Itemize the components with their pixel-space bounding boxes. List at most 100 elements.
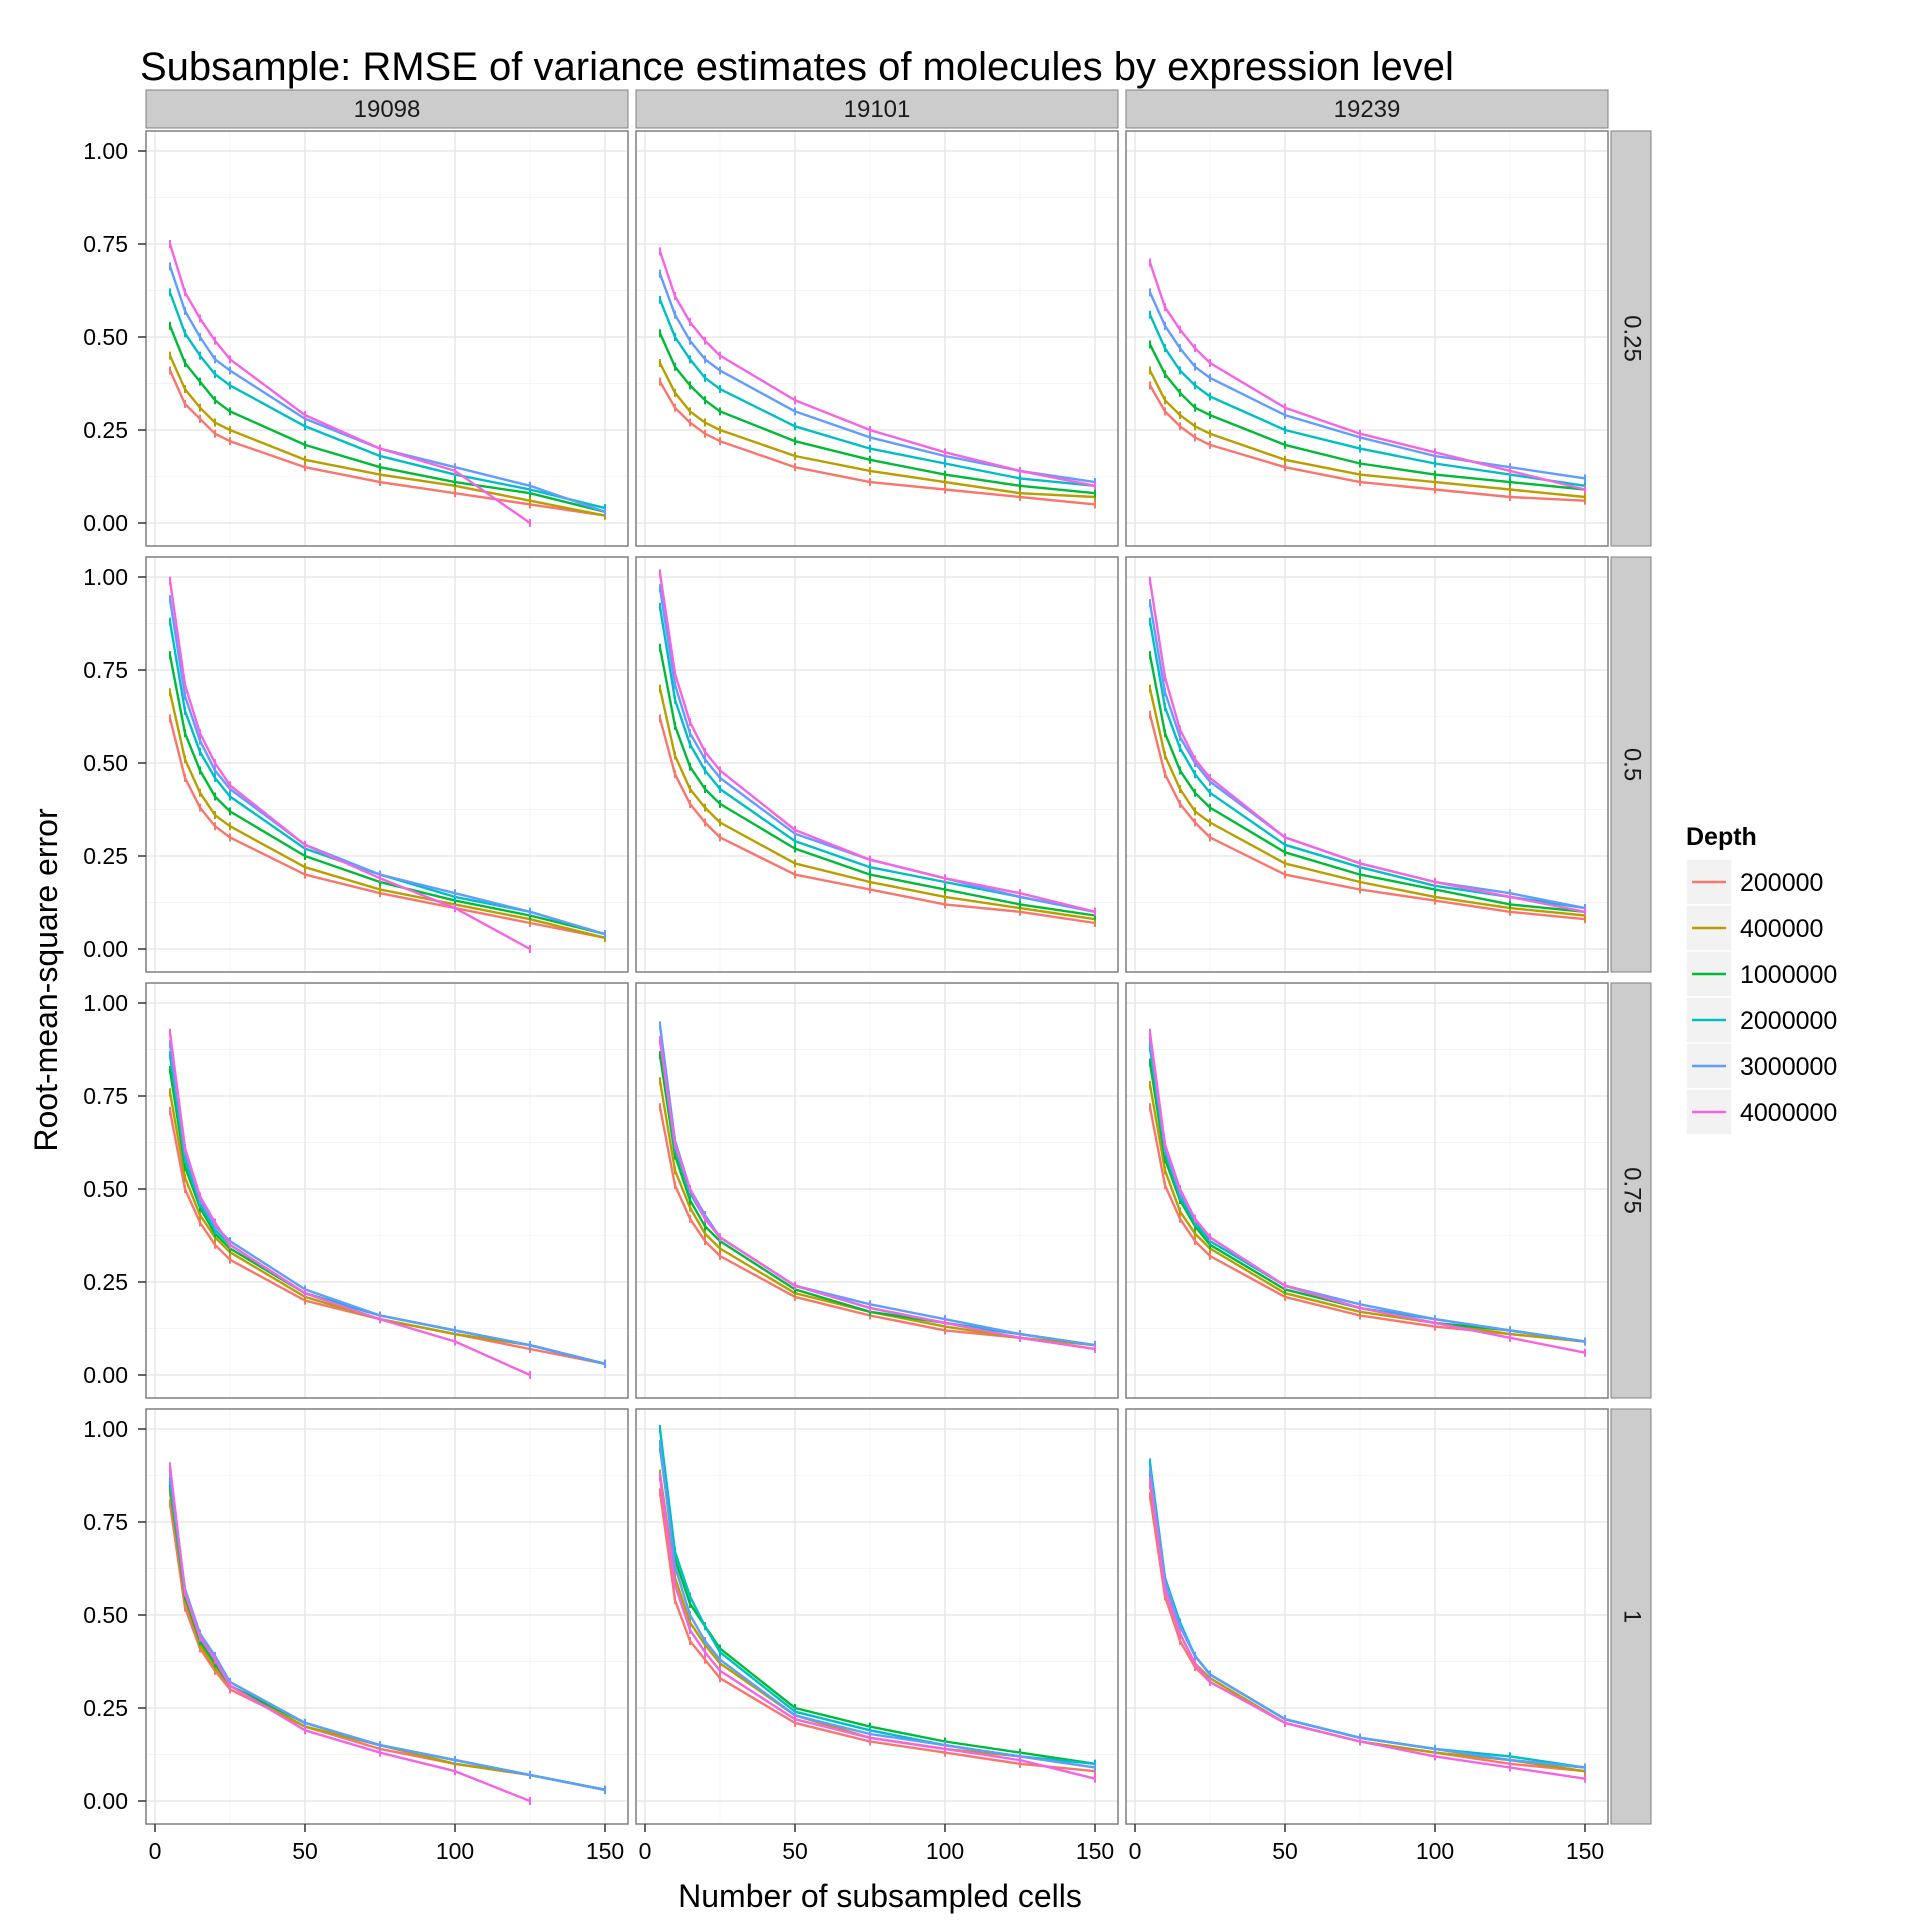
legend-label: 400000: [1740, 915, 1823, 943]
series-line-400000: [168, 1092, 606, 1365]
series-line-1000000: [1148, 654, 1586, 913]
series-line-2000000: [658, 606, 1096, 913]
panel-background: [146, 983, 628, 1398]
series-line-200000: [658, 1106, 1096, 1351]
x-tick-label: 100: [1416, 1838, 1454, 1864]
series-line-4000000: [658, 573, 1096, 913]
panel-border: [635, 1408, 1119, 1825]
y-tick-label: 0.50: [83, 750, 128, 776]
y-tick-label: 0.75: [83, 1083, 128, 1109]
series-line-2000000: [1148, 621, 1586, 910]
series-line-400000: [658, 1080, 1096, 1347]
facet-strip-row-label: 0.25: [1619, 315, 1646, 362]
y-tick-label: 0.50: [83, 1176, 128, 1202]
facet-panel: [635, 982, 1119, 1399]
facet-strip-column-label: 19239: [1334, 96, 1401, 123]
y-tick-label: 1.00: [83, 1416, 128, 1442]
y-tick-label: 1.00: [83, 990, 128, 1016]
x-tick-label: 100: [436, 1838, 474, 1864]
panel-border: [635, 982, 1119, 1399]
facet-strip-column: [145, 89, 629, 129]
series-line-400000: [1148, 369, 1586, 499]
y-tick-label: 0.75: [83, 1509, 128, 1535]
y-tick-label: 0.00: [83, 936, 128, 962]
legend-label: 1000000: [1740, 961, 1837, 989]
y-tick-label: 0.50: [83, 1602, 128, 1628]
y-tick-label: 0.00: [83, 510, 128, 536]
panel-background: [146, 557, 628, 972]
series-line-400000: [658, 1473, 1096, 1769]
facet-panel: [145, 556, 629, 973]
series-line-1000000: [1148, 1062, 1586, 1343]
y-tick-label: 0.25: [83, 1695, 128, 1721]
x-tick-label: 50: [782, 1838, 808, 1864]
y-tick-label: 0.25: [83, 1269, 128, 1295]
series-line-1000000: [168, 654, 606, 936]
facet-panel: [145, 130, 629, 547]
panel-border: [1125, 1408, 1609, 1825]
y-axis-title: Root-mean-square error: [28, 808, 64, 1152]
facet-panel: [635, 1408, 1119, 1825]
series-line-4000000: [1148, 1032, 1586, 1354]
facet-panel: [1125, 1408, 1609, 1825]
series-line-200000: [168, 1110, 606, 1365]
series-line-1000000: [1148, 343, 1586, 491]
x-tick-label: 0: [149, 1838, 162, 1864]
series-line-3000000: [658, 273, 1096, 484]
facet-strip-row-label: 0.5: [1619, 748, 1646, 781]
series-line-1000000: [658, 1447, 1096, 1765]
panel-border: [635, 556, 1119, 973]
facet-strip-row: [1610, 982, 1652, 1399]
facet-panel: [145, 1408, 629, 1825]
series-line-2000000: [1148, 314, 1586, 487]
x-tick-label: 150: [586, 1838, 624, 1864]
x-tick-label: 150: [1076, 1838, 1114, 1864]
facet-strip-column: [635, 89, 1119, 129]
series-line-1000000: [658, 647, 1096, 917]
series-line-3000000: [168, 599, 606, 936]
x-tick-label: 0: [639, 1838, 652, 1864]
series-line-400000: [1148, 1084, 1586, 1343]
y-tick-label: 0.00: [83, 1788, 128, 1814]
panel-border: [1125, 982, 1609, 1399]
facet-strip-row: [1610, 556, 1652, 973]
legend-label: 200000: [1740, 869, 1823, 897]
series-line-200000: [658, 718, 1096, 925]
y-tick-label: 0.25: [83, 843, 128, 869]
legend-label: 4000000: [1740, 1099, 1837, 1127]
facet-panels: 19098 19101 19239 0.25 0.5 0.75 1 0.00 0.25 0.50 0…: [83, 89, 1652, 1864]
facet-panel: [1125, 556, 1609, 973]
facet-strip-row-label: 0.75: [1619, 1167, 1646, 1214]
panel-border: [145, 982, 629, 1399]
panel-background: [146, 1409, 628, 1824]
chart-title: Subsample: RMSE of variance estimates of…: [140, 45, 1454, 89]
facet-panel: [1125, 982, 1609, 1399]
panel-border: [635, 130, 1119, 547]
panel-background: [636, 1409, 1118, 1824]
series-line-200000: [658, 1492, 1096, 1773]
facet-strip-column-label: 19098: [354, 96, 421, 123]
facet-strip-row: [1610, 1408, 1652, 1825]
facet-panel: [1125, 130, 1609, 547]
x-tick-label: 0: [1129, 1838, 1142, 1864]
y-tick-label: 0.00: [83, 1362, 128, 1388]
series-line-4000000: [1148, 580, 1586, 913]
series-line-4000000: [658, 1040, 1096, 1351]
series-line-200000: [1148, 714, 1586, 921]
series-line-2000000: [658, 299, 1096, 487]
series-line-2000000: [168, 621, 606, 936]
facet-strip-column: [1125, 89, 1609, 129]
series-line-3000000: [1148, 1469, 1586, 1769]
series-line-400000: [168, 355, 606, 517]
series-line-400000: [658, 688, 1096, 921]
series-line-200000: [658, 381, 1096, 506]
facet-strip-row: [1610, 130, 1652, 547]
series-line-400000: [658, 362, 1096, 499]
panel-border: [145, 1408, 629, 1825]
facet-panel: [145, 982, 629, 1399]
y-tick-label: 1.00: [83, 138, 128, 164]
series-line-2000000: [168, 291, 606, 510]
series-line-200000: [1148, 384, 1586, 502]
panel-border: [145, 556, 629, 973]
